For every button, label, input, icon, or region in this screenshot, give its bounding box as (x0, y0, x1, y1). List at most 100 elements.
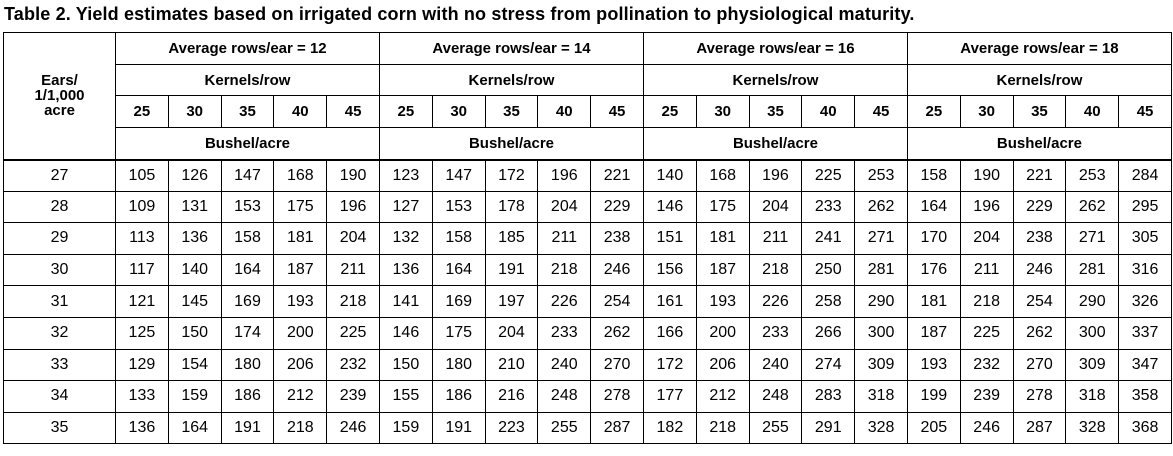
table-row: 31 121 145 169 193 218 141 169 197 226 254 161 193 22… (3, 285, 1172, 318)
yield-value: 295 (1118, 190, 1172, 224)
kernels-row-header: Kernels/row (906, 64, 1172, 96)
yield-value: 156 (642, 253, 697, 287)
yield-value: 166 (642, 316, 697, 350)
yield-value: 368 (1118, 411, 1172, 445)
yield-value: 158 (906, 158, 961, 192)
yield-value: 174 (220, 316, 275, 350)
yield-value: 168 (273, 158, 328, 192)
yield-value: 262 (854, 190, 908, 224)
kernel-count-header: 45 (854, 95, 908, 128)
yield-value: 127 (378, 190, 433, 224)
yield-value: 225 (959, 316, 1014, 350)
yield-value: 190 (959, 158, 1014, 192)
yield-value: 129 (115, 348, 169, 382)
yield-value: 200 (695, 316, 750, 350)
yield-value: 158 (220, 222, 275, 255)
yield-value: 254 (1012, 285, 1067, 318)
yield-value: 140 (642, 158, 697, 192)
yield-value: 154 (167, 348, 222, 382)
yield-value: 172 (642, 348, 697, 382)
yield-value: 182 (642, 411, 697, 445)
yield-value: 158 (431, 222, 486, 255)
yield-value: 287 (590, 411, 644, 445)
yield-value: 153 (431, 190, 486, 224)
kernel-count-header: 40 (1065, 95, 1120, 128)
yield-value: 218 (959, 285, 1014, 318)
yield-value: 164 (431, 253, 486, 287)
yield-value: 271 (854, 222, 908, 255)
yield-value: 131 (167, 190, 222, 224)
kernel-count-header: 30 (431, 95, 486, 128)
yield-value: 255 (537, 411, 592, 445)
yield-value: 164 (906, 190, 961, 224)
kernel-count-header: 40 (537, 95, 592, 128)
yield-value: 190 (326, 158, 380, 192)
yield-value: 211 (326, 253, 380, 287)
yield-value: 347 (1118, 348, 1172, 382)
yield-value: 309 (1065, 348, 1120, 382)
yield-value: 246 (326, 411, 380, 445)
yield-value: 175 (273, 190, 328, 224)
yield-value: 239 (326, 380, 380, 413)
yield-value: 232 (326, 348, 380, 382)
group-header: Average rows/ear = 18 (906, 32, 1172, 65)
yield-value: 262 (1065, 190, 1120, 224)
yield-value: 238 (1012, 222, 1067, 255)
table-row: 32 125 150 174 200 225 146 175 204 233 262 166 200 23… (3, 316, 1172, 350)
ears-value: 27 (3, 158, 116, 192)
kernel-count-header: 25 (906, 95, 961, 128)
yield-value: 150 (167, 316, 222, 350)
yield-value: 151 (642, 222, 697, 255)
kernel-count-header: 35 (220, 95, 275, 128)
yield-value: 123 (378, 158, 433, 192)
yield-value: 229 (590, 190, 644, 224)
table-row: 29 113 136 158 181 204 132 158 185 211 238 151 181 21… (3, 222, 1172, 255)
yield-value: 221 (590, 158, 644, 192)
yield-value: 300 (854, 316, 908, 350)
kernel-count-header: 40 (801, 95, 856, 128)
yield-value: 318 (1065, 380, 1120, 413)
kernels-row-header: Kernels/row (115, 64, 380, 96)
ears-value: 28 (3, 190, 116, 224)
yield-value: 250 (801, 253, 856, 287)
table-row: 33 129 154 180 206 232 150 180 210 240 270 172 206 24… (3, 348, 1172, 382)
yield-value: 233 (801, 190, 856, 224)
ears-value: 35 (3, 411, 116, 445)
yield-value: 187 (695, 253, 750, 287)
table-row: 30 117 140 164 187 211 136 164 191 218 246 156 187 21… (3, 253, 1172, 287)
yield-value: 290 (854, 285, 908, 318)
yield-value: 225 (326, 316, 380, 350)
yield-value: 290 (1065, 285, 1120, 318)
yield-value: 241 (801, 222, 856, 255)
ears-value: 34 (3, 380, 116, 413)
yield-value: 125 (115, 316, 169, 350)
yield-value: 180 (220, 348, 275, 382)
yield-value: 248 (537, 380, 592, 413)
yield-value: 121 (115, 285, 169, 318)
yield-value: 278 (1012, 380, 1067, 413)
yield-value: 200 (273, 316, 328, 350)
yield-value: 206 (695, 348, 750, 382)
yield-value: 109 (115, 190, 169, 224)
yield-value: 218 (748, 253, 803, 287)
yield-value: 132 (378, 222, 433, 255)
yield-value: 300 (1065, 316, 1120, 350)
yield-value: 239 (959, 380, 1014, 413)
yield-value: 253 (854, 158, 908, 192)
yield-value: 176 (906, 253, 961, 287)
yield-value: 240 (537, 348, 592, 382)
yield-value: 284 (1118, 158, 1172, 192)
yield-value: 204 (484, 316, 539, 350)
yield-value: 255 (748, 411, 803, 445)
yield-value: 133 (115, 380, 169, 413)
yield-value: 278 (590, 380, 644, 413)
yield-value: 246 (959, 411, 1014, 445)
kernel-count-header: 30 (959, 95, 1014, 128)
yield-value: 196 (537, 158, 592, 192)
ears-value: 32 (3, 316, 116, 350)
yield-value: 146 (378, 316, 433, 350)
ears-value: 29 (3, 222, 116, 255)
yield-value: 178 (484, 190, 539, 224)
yield-value: 159 (167, 380, 222, 413)
kernel-count-header: 35 (1012, 95, 1067, 128)
